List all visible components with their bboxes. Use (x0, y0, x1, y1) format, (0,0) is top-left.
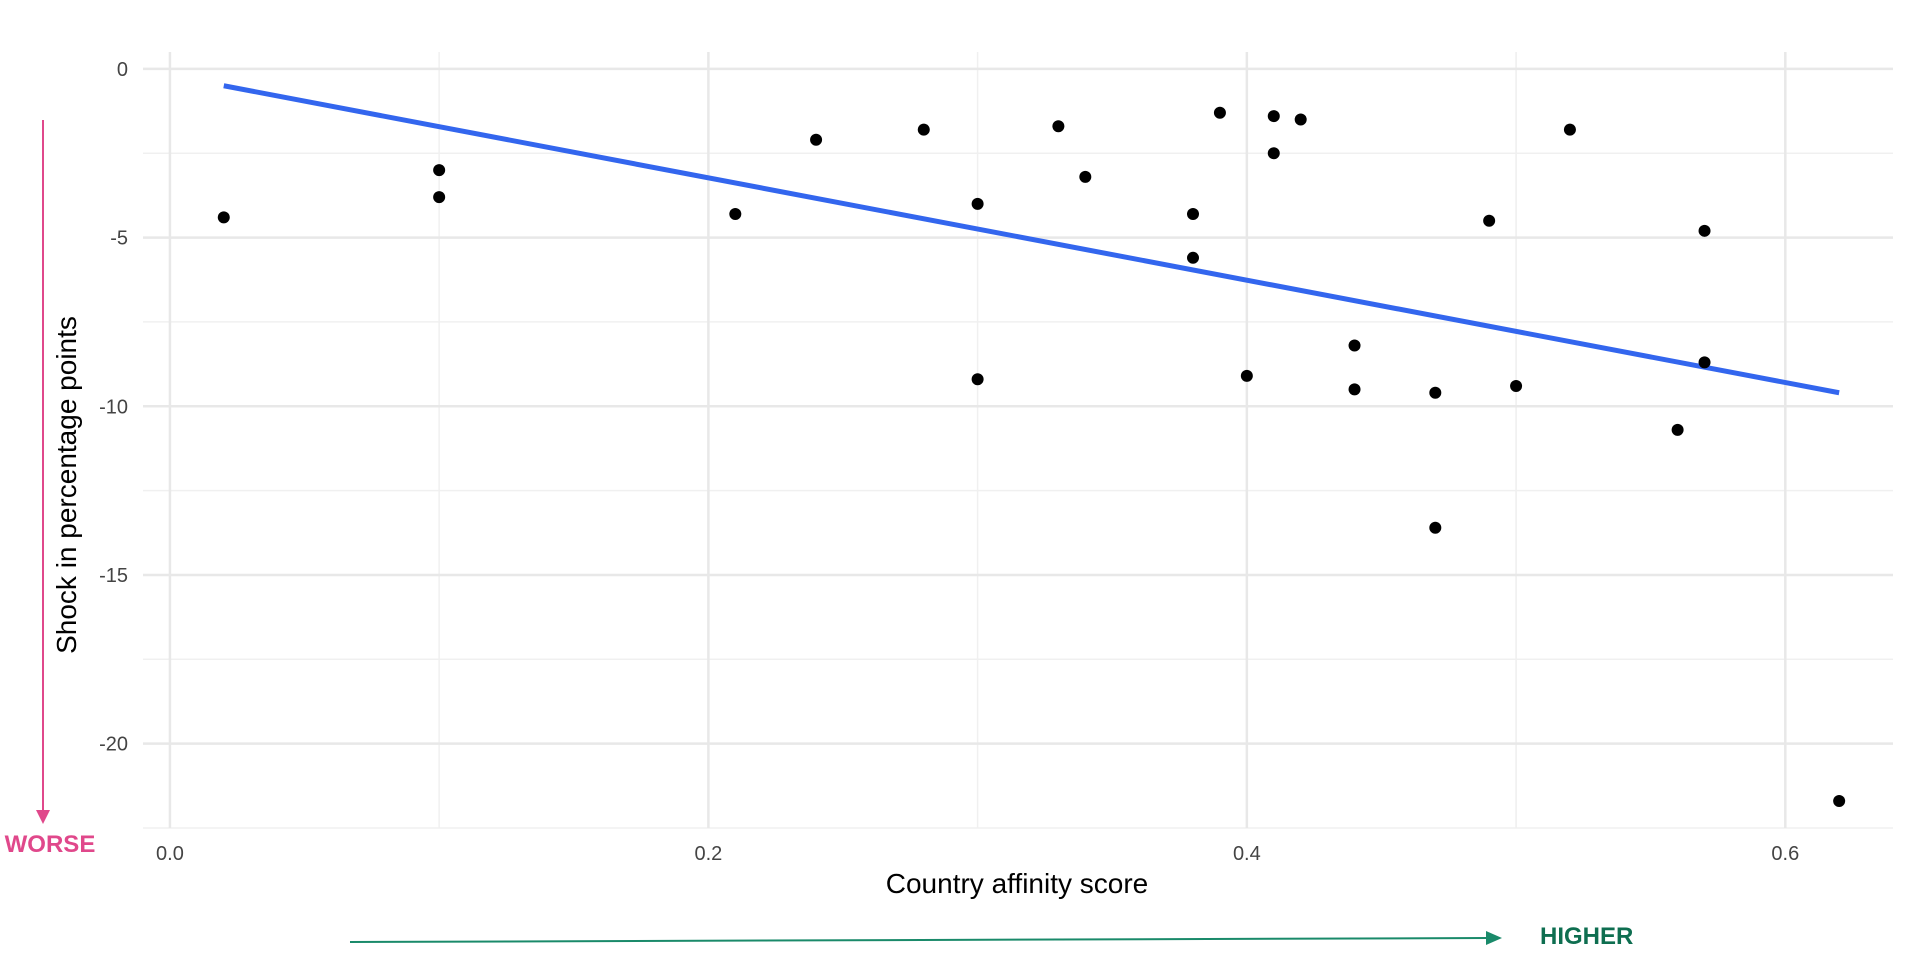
x-tick-labels: 0.0 0.2 0.4 0.6 (156, 843, 1799, 865)
x-tick-label: 0.6 (1771, 843, 1799, 865)
data-point (1052, 120, 1065, 133)
x-tick-label: 0.0 (156, 843, 184, 865)
y-tick-label: -5 (110, 228, 128, 250)
x-tick-label: 0.4 (1233, 843, 1261, 865)
x-axis-title: Country affinity score (886, 868, 1149, 899)
data-point (971, 373, 984, 386)
data-point (971, 197, 984, 210)
data-point (1187, 207, 1199, 220)
worse-arrow-head (36, 810, 50, 824)
major-gridlines (143, 52, 1893, 828)
data-point (1671, 423, 1684, 436)
data-point (1833, 795, 1846, 808)
data-point (1213, 106, 1226, 119)
data-point (1348, 383, 1361, 396)
data-point (1240, 369, 1253, 382)
data-point (1187, 251, 1199, 264)
higher-arrow-head (1486, 931, 1502, 945)
y-tick-label: -15 (99, 565, 128, 587)
y-tick-labels: 0 -5 -10 -15 -20 (99, 59, 128, 756)
x-tick-label: 0.2 (694, 843, 722, 865)
data-point (433, 164, 446, 177)
data-point (1294, 113, 1307, 126)
data-point (810, 133, 823, 146)
y-tick-label: -20 (99, 734, 128, 756)
worse-label: WORSE (5, 831, 96, 858)
y-axis-title: Shock in percentage points (51, 316, 82, 654)
data-point (433, 191, 446, 204)
data-point (1483, 214, 1496, 227)
minor-gridlines (143, 52, 1893, 829)
data-point (1267, 147, 1280, 160)
data-point (1429, 521, 1442, 534)
data-point (1348, 339, 1361, 352)
higher-annotation: HIGHER (349, 923, 1633, 950)
y-tick-label: -10 (99, 396, 128, 418)
higher-label: HIGHER (1540, 923, 1633, 950)
data-point (1079, 170, 1092, 183)
trend-line (223, 83, 1840, 396)
data-point (1698, 356, 1711, 369)
data-points (217, 106, 1846, 808)
data-point (217, 211, 230, 224)
data-point (1563, 123, 1576, 136)
data-point (1698, 224, 1711, 237)
data-point (1267, 110, 1280, 123)
worse-annotation: WORSE (5, 120, 96, 858)
data-point (1429, 386, 1442, 399)
data-point (1510, 380, 1523, 393)
higher-arrow (349, 937, 1489, 943)
data-point (729, 207, 742, 220)
data-point (917, 123, 930, 136)
y-tick-label: 0 (117, 59, 128, 81)
